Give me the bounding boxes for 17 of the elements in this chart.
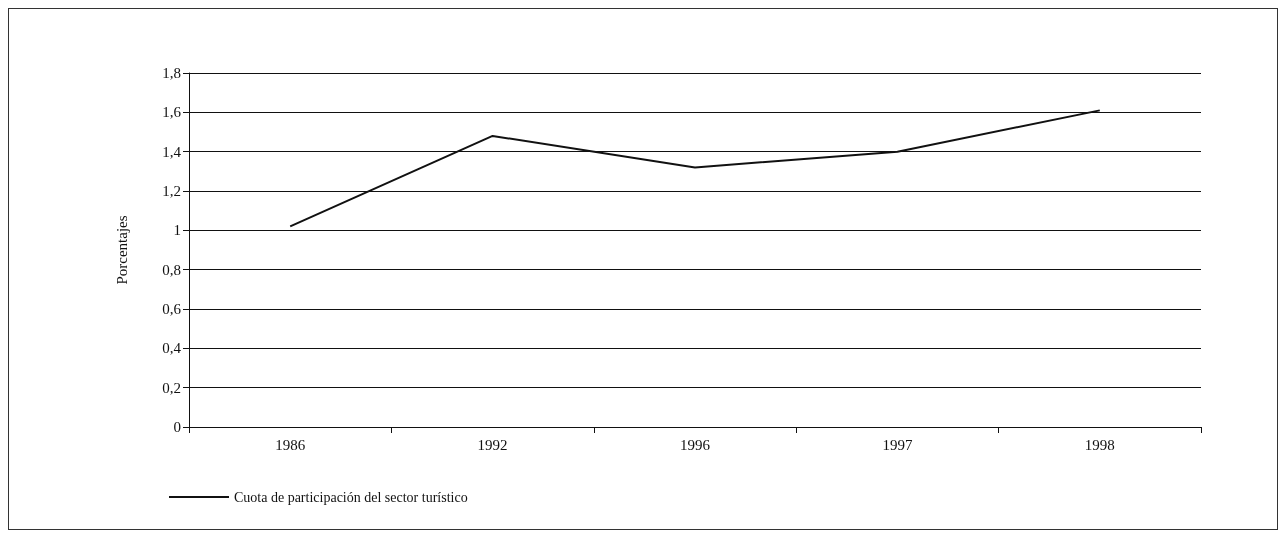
y-axis-title: Porcentajes: [113, 215, 130, 285]
x-tick-label: 1997: [882, 436, 913, 453]
y-tick-label: 0,8: [162, 261, 181, 278]
y-tick-label: 1,2: [162, 183, 181, 199]
y-tick-label: 1: [173, 222, 181, 239]
y-tick-label: 1,4: [162, 143, 182, 160]
y-tick-label: 1,8: [162, 65, 181, 81]
x-tick-label: 1996: [680, 436, 711, 453]
y-tick-label: 1,6: [162, 104, 182, 121]
legend-label: Cuota de participación del sector turístico: [234, 489, 468, 505]
x-tick-label: 1998: [1084, 436, 1115, 453]
y-tick-label: 0,2: [162, 379, 181, 396]
y-tick-label: 0,4: [162, 340, 182, 357]
y-tick-label: 0,6: [162, 301, 182, 317]
y-tick-label: 0: [173, 419, 181, 435]
x-tick-label: 1986: [275, 436, 306, 453]
x-tick-label: 1992: [477, 436, 508, 453]
